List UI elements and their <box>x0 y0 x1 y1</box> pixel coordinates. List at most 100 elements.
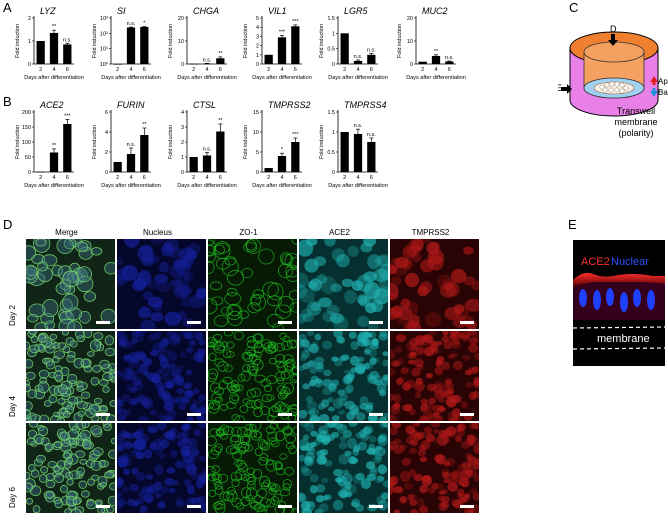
bar-a-1-0 <box>113 64 122 65</box>
bar-a-3-1 <box>277 37 287 64</box>
arrow-e-label: E <box>558 83 562 93</box>
panel-letter-b: B <box>3 94 12 109</box>
scale-bar <box>278 505 292 508</box>
sig-label-b-3-1: * <box>281 147 284 153</box>
scale-bar <box>460 505 474 508</box>
y-tick-label-a-1-0: 10⁰ <box>100 61 109 68</box>
scale-bar <box>96 321 110 324</box>
bar-a-3-0 <box>264 54 273 64</box>
chart-title-b-3: TMPRSS2 <box>268 100 311 110</box>
y-tick-label-a-3-2: 2 <box>256 44 259 50</box>
sig-label-a-1-1: n.s. <box>127 21 136 27</box>
bar-b-3-0 <box>264 168 273 172</box>
scale-bar <box>96 413 110 416</box>
panel-letter-e: E <box>568 217 577 232</box>
bar-a-4-0 <box>340 33 349 64</box>
x-tick-label-a-0-1: 4 <box>52 67 55 73</box>
bar-a-5-0 <box>418 61 427 64</box>
y-axis-label-a-1: Fold induction <box>92 24 98 58</box>
y-tick-label-b-2-4: 4 <box>181 110 184 116</box>
y-tick-label-b-4-3: 1.5 <box>327 110 335 116</box>
tile-zo-1-day2 <box>208 239 297 329</box>
y-tick-label-b-0-0: 0 <box>28 170 31 176</box>
x-tick-label-b-0-0: 2 <box>39 175 42 181</box>
y-tick-label-b-0-4: 200 <box>22 110 31 116</box>
sig-label-a-2-1: n.s. <box>203 57 212 63</box>
bar-a-0-2 <box>63 44 72 64</box>
x-tick-label-a-2-0: 2 <box>192 67 195 73</box>
y-axis-label-b-2: Fold induction <box>168 125 174 159</box>
scale-bar <box>187 321 201 324</box>
bar-a-5-2 <box>445 61 454 64</box>
membrane-label: membrane <box>597 333 650 345</box>
chart-title-a-1: SI <box>117 6 126 16</box>
sig-label-b-4-2: n.s. <box>367 132 376 138</box>
y-tick-label-a-3-0: 0 <box>256 62 259 68</box>
y-tick-label-b-4-2: 1 <box>332 130 335 136</box>
y-tick-label-b-1-1: 2 <box>105 150 108 156</box>
y-tick-label-a-3-5: 5 <box>256 16 259 22</box>
sig-label-a-5-2: n.s. <box>445 55 454 61</box>
x-tick-label-a-1-0: 2 <box>116 67 119 73</box>
panel-letter-c: C <box>569 0 579 15</box>
x-tick-label-b-4-0: 2 <box>343 175 346 181</box>
tile-nucleus-day2 <box>117 239 206 329</box>
col-label-merge: Merge <box>55 228 78 237</box>
y-tick-label-b-4-0: 0 <box>332 170 335 176</box>
sig-label-a-4-1: n.s. <box>354 54 363 60</box>
y-tick-label-a-0-0: 0 <box>28 62 31 68</box>
x-axis-label-a-1: Days after differentiation <box>101 75 161 81</box>
bar-b-3-1 <box>277 156 287 172</box>
scale-bar <box>187 413 201 416</box>
panel-letter-a: A <box>3 0 12 15</box>
row-label-day2: Day 2 <box>8 305 17 326</box>
x-tick-label-a-5-2: 6 <box>448 67 451 73</box>
bar-b-1-1 <box>126 154 136 172</box>
x-axis-label-b-4: Days after differentiation <box>328 183 388 189</box>
row-label-day6: Day 6 <box>8 487 17 508</box>
y-tick-label-b-3-2: 10 <box>253 130 259 136</box>
x-tick-label-b-2-0: 2 <box>192 175 195 181</box>
sig-label-a-3-1: *** <box>279 29 286 35</box>
bar-a-0-1 <box>49 32 59 64</box>
y-tick-label-a-2-1: 10 <box>178 39 184 45</box>
y-tick-label-b-2-3: 3 <box>181 125 184 131</box>
y-axis-label-a-3: Fold induction <box>243 24 249 58</box>
y-tick-label-b-2-0: 0 <box>181 170 184 176</box>
y-tick-label-a-4-2: 1 <box>332 31 335 37</box>
y-tick-label-a-5-1: 10 <box>407 39 413 45</box>
x-tick-label-a-4-1: 4 <box>356 67 359 73</box>
y-tick-label-a-3-4: 4 <box>256 25 259 31</box>
chart-title-b-4: TMPRSS4 <box>344 100 387 110</box>
nuclear-label: Nuclear <box>611 256 649 268</box>
bar-a-0-0 <box>36 41 45 64</box>
x-tick-label-b-3-1: 4 <box>280 175 283 181</box>
y-tick-label-a-2-2: 20 <box>178 16 184 22</box>
y-tick-label-a-0-1: 1 <box>28 39 31 45</box>
microscopy-grid: Merge Nucleus ZO-1 ACE2 TMPRSS2 Day 2 Da… <box>0 228 560 521</box>
scale-bar <box>460 321 474 324</box>
sig-label-a-0-1: ** <box>52 24 57 30</box>
x-axis-label-a-4: Days after differentiation <box>328 75 388 81</box>
scale-bar <box>369 505 383 508</box>
bar-a-2-1 <box>202 63 212 65</box>
bar-a-1-2 <box>140 26 149 64</box>
y-tick-label-a-4-1: 0.5 <box>327 47 335 53</box>
scale-bar <box>278 413 292 416</box>
y-tick-label-a-4-0: 0 <box>332 62 335 68</box>
sig-label-a-2-2: ** <box>218 51 223 57</box>
sig-label-b-0-1: ** <box>52 143 57 149</box>
tile-zo-1-day4 <box>208 331 297 421</box>
x-tick-label-b-3-0: 2 <box>267 175 270 181</box>
tile-tmprss2-day4 <box>390 331 479 421</box>
x-tick-label-b-4-2: 6 <box>370 175 373 181</box>
x-tick-label-a-0-2: 6 <box>66 67 69 73</box>
tile-tmprss2-day2 <box>390 239 479 329</box>
x-tick-label-a-2-2: 6 <box>219 67 222 73</box>
bar-a-4-1 <box>353 60 363 64</box>
y-axis-label-b-4: Fold induction <box>319 125 325 159</box>
section-image-e: ACE2 Nuclear membrane <box>573 240 665 366</box>
y-axis-label-b-1: Fold induction <box>92 125 98 159</box>
y-tick-label-b-2-2: 2 <box>181 140 184 146</box>
